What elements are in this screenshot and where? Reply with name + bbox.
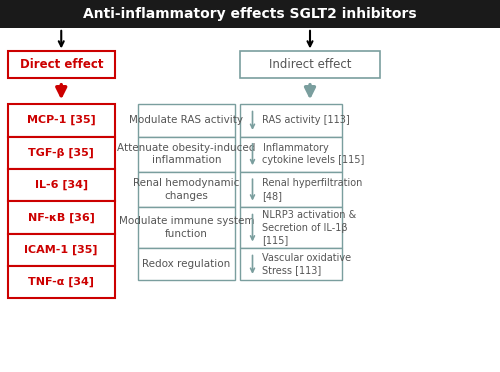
FancyBboxPatch shape	[240, 104, 342, 137]
Text: Inflammatory
cytokine levels [115]: Inflammatory cytokine levels [115]	[262, 143, 365, 166]
FancyBboxPatch shape	[240, 248, 342, 280]
Text: Vascular oxidative
Stress [113]: Vascular oxidative Stress [113]	[262, 253, 352, 276]
Text: TNF-α [34]: TNF-α [34]	[28, 277, 94, 287]
FancyBboxPatch shape	[138, 104, 235, 137]
Text: Renal hemodynamic
changes: Renal hemodynamic changes	[133, 178, 240, 201]
Text: Redox regulation: Redox regulation	[142, 259, 231, 269]
Text: Indirect effect: Indirect effect	[269, 58, 351, 71]
Text: TGF-β [35]: TGF-β [35]	[28, 148, 94, 158]
Text: NF-κB [36]: NF-κB [36]	[28, 212, 94, 222]
Text: Attenuate obesity-induced
inflammation: Attenuate obesity-induced inflammation	[117, 143, 256, 166]
FancyBboxPatch shape	[8, 51, 115, 78]
Text: Anti-inflammatory effects SGLT2 inhibitors: Anti-inflammatory effects SGLT2 inhibito…	[83, 7, 417, 21]
Text: ICAM-1 [35]: ICAM-1 [35]	[24, 245, 98, 255]
Text: MCP-1 [35]: MCP-1 [35]	[27, 115, 96, 125]
FancyBboxPatch shape	[138, 137, 235, 172]
FancyBboxPatch shape	[240, 172, 342, 207]
FancyBboxPatch shape	[8, 234, 115, 266]
FancyBboxPatch shape	[240, 207, 342, 248]
FancyBboxPatch shape	[138, 248, 235, 280]
FancyBboxPatch shape	[8, 169, 115, 201]
Text: IL-6 [34]: IL-6 [34]	[34, 180, 88, 190]
Bar	[0, 0, 500, 28]
FancyBboxPatch shape	[240, 51, 380, 78]
FancyBboxPatch shape	[240, 137, 342, 172]
FancyBboxPatch shape	[8, 104, 115, 137]
Text: Modulate RAS activity: Modulate RAS activity	[130, 115, 244, 125]
FancyBboxPatch shape	[8, 266, 115, 298]
Text: NLRP3 activation &
Secretion of IL-1β
[115]: NLRP3 activation & Secretion of IL-1β [1…	[262, 210, 357, 245]
FancyBboxPatch shape	[138, 207, 235, 248]
Text: Direct effect: Direct effect	[20, 58, 103, 71]
FancyBboxPatch shape	[8, 201, 115, 234]
Text: Modulate immune system
function: Modulate immune system function	[118, 217, 254, 239]
FancyBboxPatch shape	[8, 137, 115, 169]
Text: RAS activity [113]: RAS activity [113]	[262, 115, 350, 125]
FancyBboxPatch shape	[138, 172, 235, 207]
Text: Renal hyperfiltration
[48]: Renal hyperfiltration [48]	[262, 178, 363, 201]
